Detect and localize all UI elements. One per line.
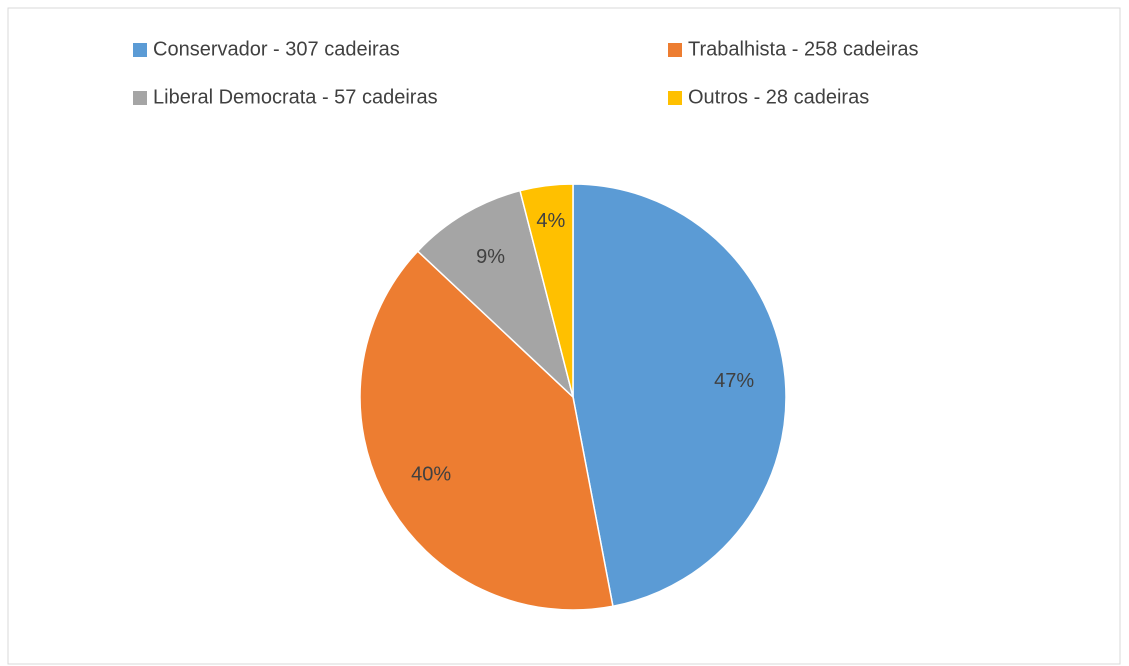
legend-label: Trabalhista - 258 cadeiras <box>688 38 919 60</box>
pie-slice <box>359 250 614 611</box>
data-label: 40% <box>411 463 451 485</box>
legend-swatch <box>133 43 147 57</box>
pie-slice <box>519 183 574 398</box>
legend-swatch <box>668 43 682 57</box>
legend-label: Liberal Democrata - 57 cadeiras <box>153 86 438 108</box>
data-label: 47% <box>714 370 754 392</box>
legend-swatch <box>133 91 147 105</box>
data-label: 9% <box>476 246 505 268</box>
pie-slice <box>572 183 787 608</box>
legend-label: Conservador - 307 cadeiras <box>153 38 400 60</box>
pie-slice <box>416 189 575 400</box>
data-label: 4% <box>536 210 565 232</box>
legend-swatch <box>668 91 682 105</box>
legend-label: Outros - 28 cadeiras <box>688 86 869 108</box>
